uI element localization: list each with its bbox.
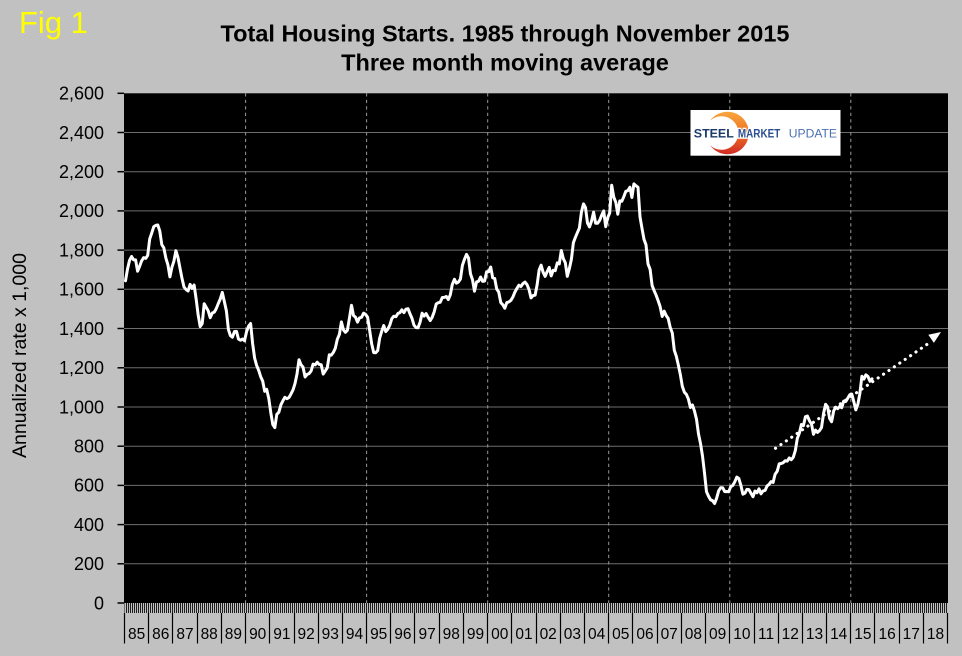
svg-text:11: 11 [758, 626, 774, 643]
svg-text:600: 600 [74, 476, 104, 496]
svg-text:STEEL: STEEL [694, 127, 734, 141]
svg-text:95: 95 [370, 626, 387, 643]
svg-text:Three month moving average: Three month moving average [341, 50, 669, 76]
svg-text:07: 07 [661, 626, 678, 643]
svg-text:1,000: 1,000 [59, 397, 104, 417]
svg-text:14: 14 [830, 626, 848, 643]
svg-text:0: 0 [94, 593, 104, 613]
svg-text:1,600: 1,600 [59, 280, 104, 300]
svg-text:2,200: 2,200 [59, 162, 104, 182]
svg-text:2,600: 2,600 [59, 84, 104, 104]
svg-text:Total Housing Starts. 1985 thr: Total Housing Starts. 1985 through Novem… [221, 21, 790, 47]
svg-text:16: 16 [878, 626, 895, 643]
svg-text:400: 400 [74, 515, 104, 535]
svg-text:00: 00 [491, 626, 509, 643]
svg-text:98: 98 [443, 626, 460, 643]
svg-text:08: 08 [685, 626, 702, 643]
svg-text:1,400: 1,400 [59, 319, 104, 339]
svg-text:Fig 1: Fig 1 [19, 5, 88, 40]
svg-text:96: 96 [394, 626, 411, 643]
svg-text:17: 17 [903, 626, 920, 643]
svg-text:88: 88 [201, 626, 218, 643]
svg-text:03: 03 [564, 626, 581, 643]
svg-text:2,000: 2,000 [59, 201, 104, 221]
svg-text:04: 04 [588, 626, 606, 643]
svg-text:01: 01 [515, 626, 532, 643]
svg-text:02: 02 [540, 626, 557, 643]
svg-text:97: 97 [418, 626, 435, 643]
svg-text:89: 89 [225, 626, 242, 643]
svg-text:87: 87 [176, 626, 193, 643]
svg-text:13: 13 [806, 626, 823, 643]
svg-text:15: 15 [854, 626, 871, 643]
svg-text:800: 800 [74, 437, 104, 457]
svg-text:09: 09 [709, 626, 726, 643]
svg-text:2,400: 2,400 [59, 123, 104, 143]
svg-text:05: 05 [612, 626, 629, 643]
svg-text:1,800: 1,800 [59, 240, 104, 260]
svg-text:93: 93 [322, 626, 339, 643]
svg-text:85: 85 [128, 626, 145, 643]
svg-text:86: 86 [152, 626, 169, 643]
svg-text:1,200: 1,200 [59, 358, 104, 378]
svg-text:18: 18 [927, 626, 944, 643]
svg-text:06: 06 [636, 626, 653, 643]
svg-text:94: 94 [346, 626, 364, 643]
svg-text:MARKET: MARKET [738, 127, 781, 141]
svg-text:UPDATE: UPDATE [789, 127, 837, 141]
svg-text:12: 12 [782, 626, 799, 643]
svg-text:90: 90 [249, 626, 267, 643]
svg-text:Annualized rate x 1,000: Annualized rate x 1,000 [9, 253, 31, 458]
svg-text:91: 91 [273, 626, 290, 643]
svg-text:10: 10 [733, 626, 751, 643]
svg-text:200: 200 [74, 554, 104, 574]
svg-text:92: 92 [297, 626, 314, 643]
svg-text:99: 99 [467, 626, 484, 643]
